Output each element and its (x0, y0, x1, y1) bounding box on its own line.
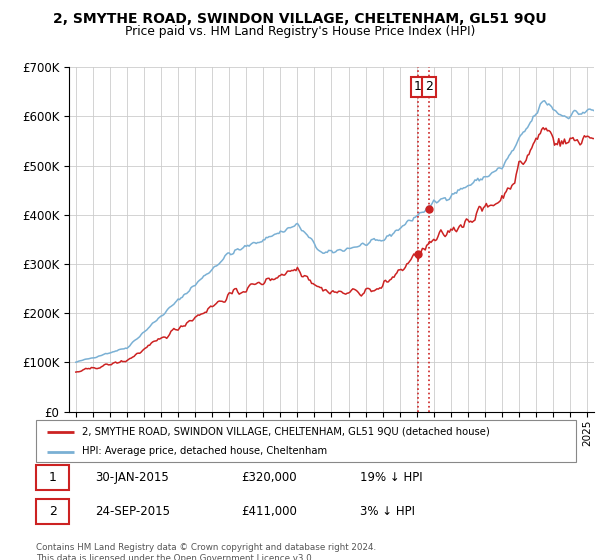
Text: 30-JAN-2015: 30-JAN-2015 (95, 471, 169, 484)
Text: 3% ↓ HPI: 3% ↓ HPI (360, 505, 415, 518)
Text: 2: 2 (425, 81, 433, 94)
Text: 24-SEP-2015: 24-SEP-2015 (95, 505, 170, 518)
Text: 2: 2 (49, 505, 56, 518)
Text: 1: 1 (49, 471, 56, 484)
Text: Price paid vs. HM Land Registry's House Price Index (HPI): Price paid vs. HM Land Registry's House … (125, 25, 475, 38)
Text: 19% ↓ HPI: 19% ↓ HPI (360, 471, 422, 484)
Bar (36, 499, 70, 524)
Text: 1: 1 (414, 81, 422, 94)
Text: £320,000: £320,000 (241, 471, 297, 484)
Text: £411,000: £411,000 (241, 505, 297, 518)
Text: 2, SMYTHE ROAD, SWINDON VILLAGE, CHELTENHAM, GL51 9QU: 2, SMYTHE ROAD, SWINDON VILLAGE, CHELTEN… (53, 12, 547, 26)
Text: Contains HM Land Registry data © Crown copyright and database right 2024.
This d: Contains HM Land Registry data © Crown c… (36, 543, 376, 560)
Text: 2, SMYTHE ROAD, SWINDON VILLAGE, CHELTENHAM, GL51 9QU (detached house): 2, SMYTHE ROAD, SWINDON VILLAGE, CHELTEN… (82, 427, 490, 437)
Bar (36, 465, 70, 490)
Text: HPI: Average price, detached house, Cheltenham: HPI: Average price, detached house, Chel… (82, 446, 327, 456)
